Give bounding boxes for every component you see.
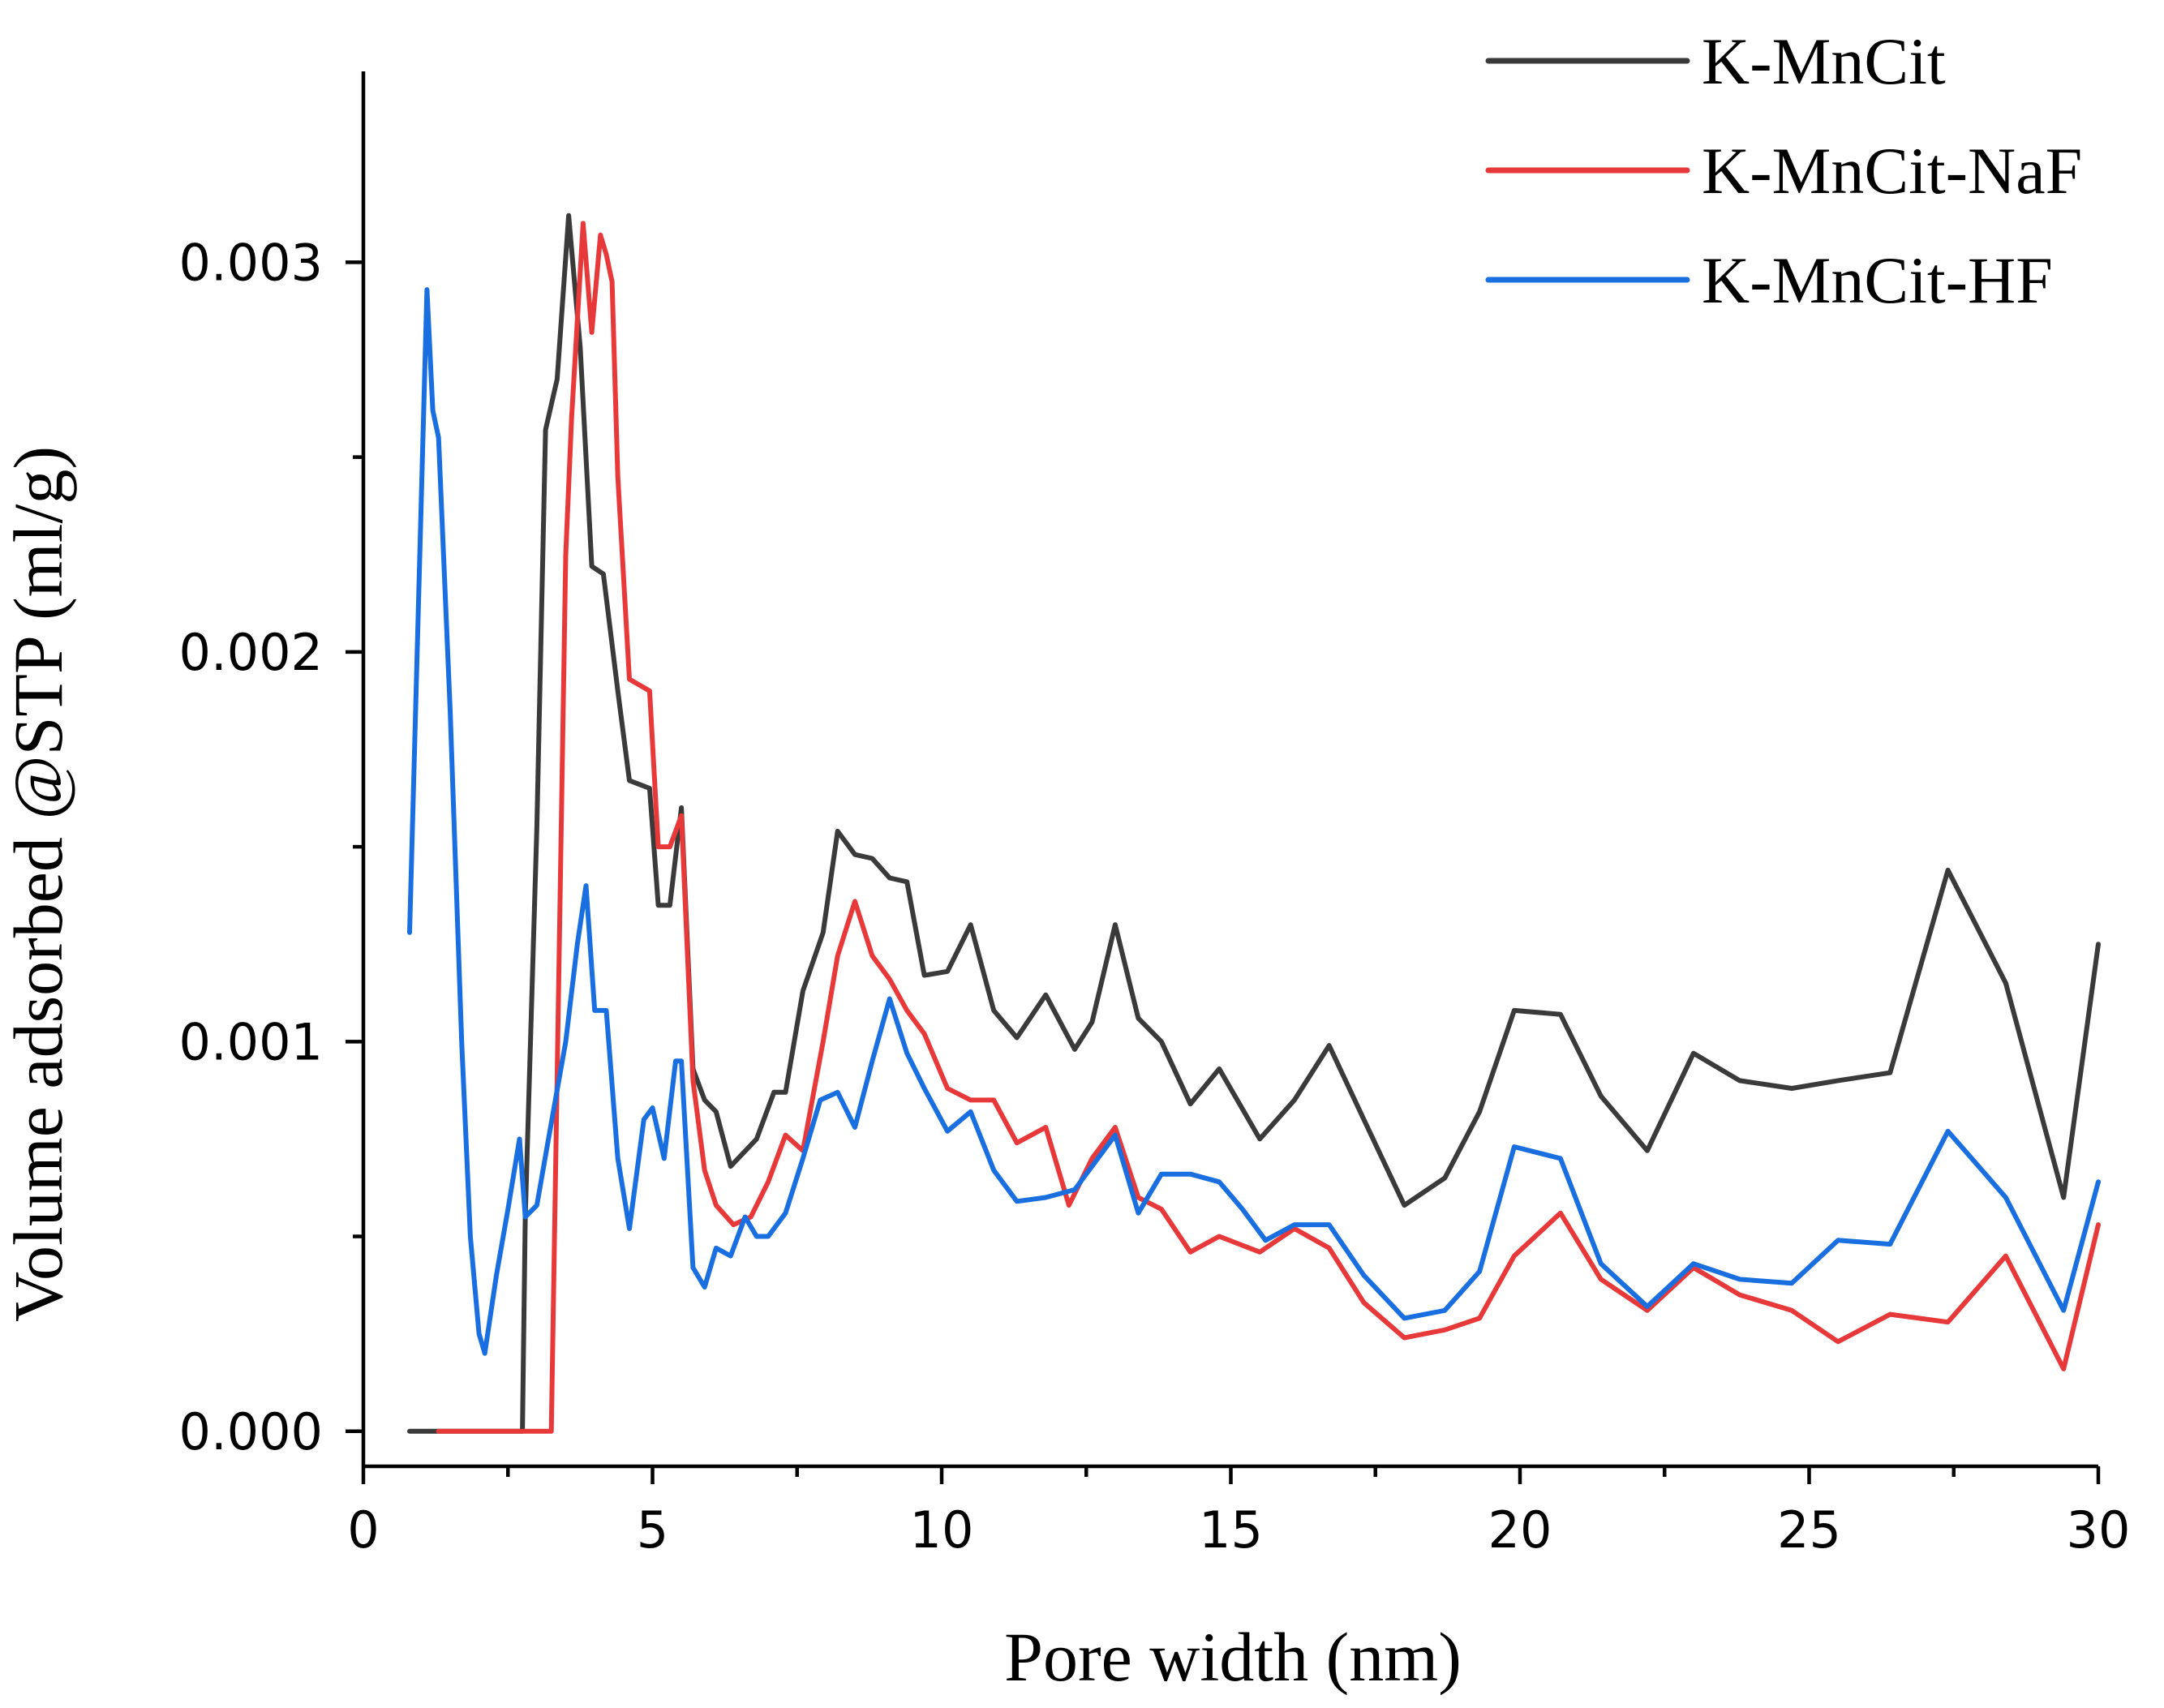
legend-label: K-MnCit: [1702, 24, 1946, 98]
series-lines: [407, 212, 2101, 1434]
y-tick-label: 0.001: [179, 1012, 324, 1071]
x-tick-label: 25: [1777, 1500, 1841, 1560]
x-tick-label: 30: [2067, 1500, 2131, 1560]
series-line: [436, 221, 2101, 1434]
y-axis-title: Volume adsorbed @STP (ml/g): [0, 446, 77, 1322]
y-tick-label: 0.000: [179, 1402, 324, 1461]
legend: K-MnCit K-MnCit-NaF K-MnCit-HF: [1485, 24, 2082, 317]
legend-item: K-MnCit: [1485, 24, 1946, 98]
x-axis-ticks: 0 5 10 15 20 25 30: [347, 1466, 2130, 1560]
x-tick-label: 15: [1199, 1500, 1263, 1560]
legend-item: K-MnCit-HF: [1485, 243, 2053, 317]
series-line: [407, 287, 2101, 1356]
y-axis-ticks: 0.000 0.001 0.002 0.003: [179, 233, 363, 1461]
series-k-mncit: [407, 212, 2101, 1434]
legend-label: K-MnCit-HF: [1702, 243, 2053, 317]
series-k-mncit-naf: [436, 221, 2101, 1434]
series-k-mncit-hf: [407, 287, 2101, 1356]
x-tick-label: 10: [910, 1500, 974, 1560]
x-tick-label: 0: [347, 1500, 379, 1560]
legend-label: K-MnCit-NaF: [1702, 134, 2082, 208]
x-tick-label: 20: [1488, 1500, 1552, 1560]
series-line: [407, 212, 2101, 1434]
x-tick-label: 5: [637, 1500, 668, 1560]
y-tick-label: 0.002: [179, 623, 324, 682]
y-tick-label: 0.003: [179, 233, 324, 292]
x-axis-title: Pore width (nm): [1004, 1618, 1462, 1696]
legend-item: K-MnCit-NaF: [1485, 134, 2082, 208]
